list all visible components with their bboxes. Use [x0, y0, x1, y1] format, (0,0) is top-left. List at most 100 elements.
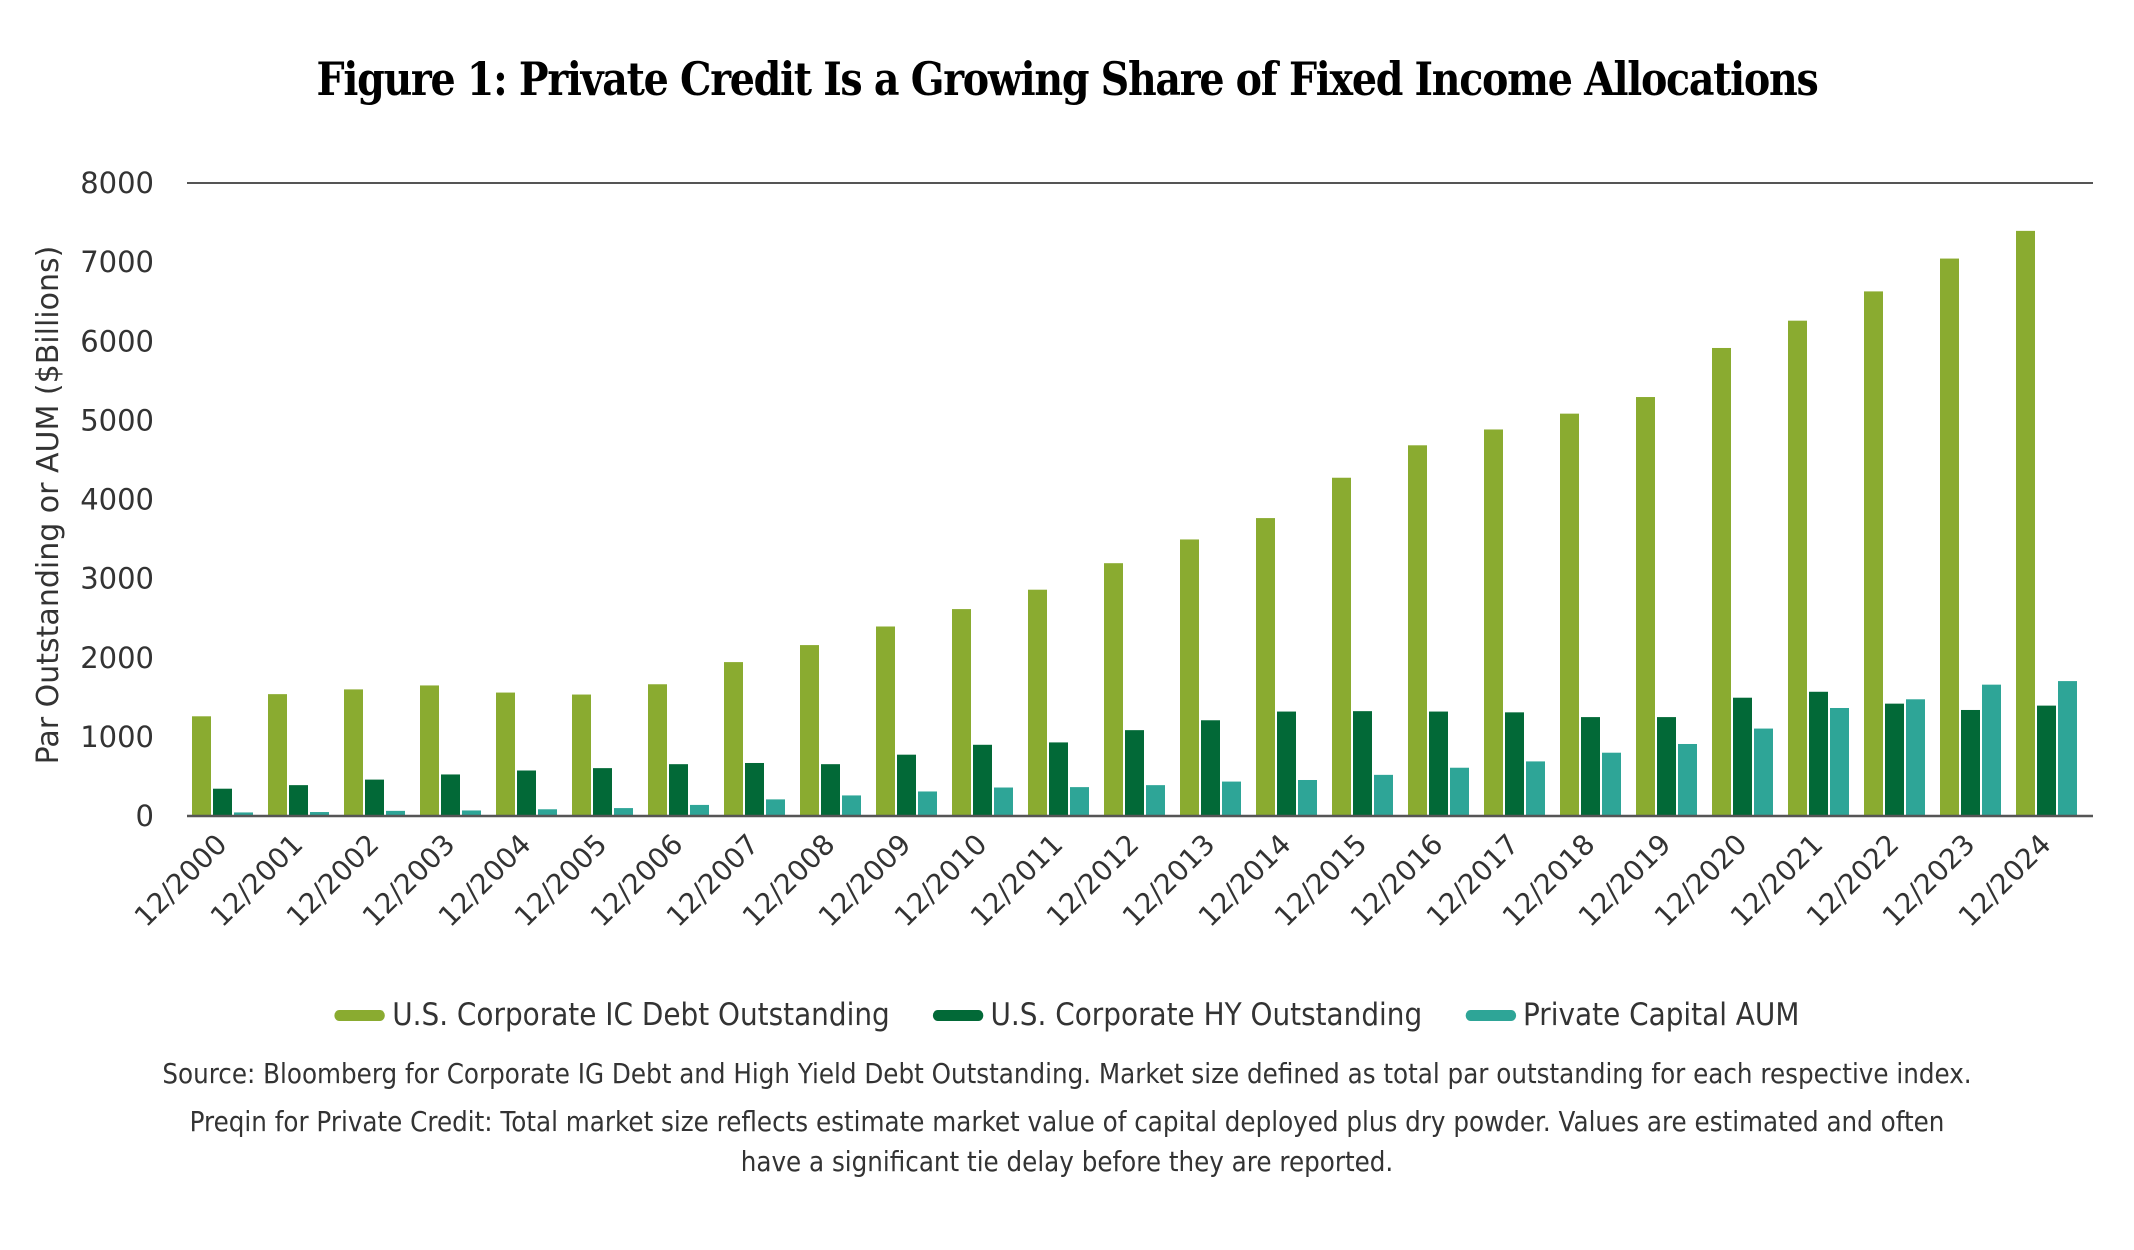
legend-label-hy: U.S. Corporate HY Outstanding	[990, 997, 1423, 1033]
bar-hy-12-2018	[1581, 717, 1600, 816]
bar-pc-12-2009	[918, 791, 937, 816]
bar-ig-12-2009	[876, 626, 895, 816]
bar-hy-12-2020	[1733, 697, 1752, 816]
bar-ig-12-2000	[192, 716, 211, 816]
bar-pc-12-2008	[842, 795, 861, 816]
bar-hy-12-2017	[1505, 712, 1524, 816]
bar-pc-12-2001	[310, 812, 329, 816]
bar-hy-12-2022	[1885, 703, 1904, 816]
chart-title: Figure 1: Private Credit Is a Growing Sh…	[316, 52, 1819, 106]
bar-ig-12-2006	[648, 684, 667, 816]
bar-hy-12-2021	[1809, 691, 1828, 816]
bar-pc-12-2004	[538, 809, 557, 816]
bar-pc-12-2014	[1298, 779, 1317, 816]
bar-hy-12-2023	[1961, 709, 1980, 816]
bar-ig-12-2008	[800, 645, 819, 816]
y-tick-label: 2000	[80, 641, 154, 675]
bar-pc-12-2016	[1450, 767, 1469, 816]
bar-pc-12-2019	[1678, 743, 1697, 816]
bar-pc-12-2013	[1222, 781, 1241, 816]
bar-hy-12-2011	[1049, 742, 1068, 816]
legend-swatch-hy	[932, 1009, 984, 1021]
bar-ig-12-2007	[724, 662, 743, 816]
bar-pc-12-2002	[386, 810, 405, 816]
bar-pc-12-2024	[2058, 681, 2077, 816]
bar-ig-12-2022	[1864, 291, 1883, 816]
bar-ig-12-2004	[496, 692, 515, 816]
legend-swatch-ig	[334, 1009, 385, 1021]
bar-hy-12-2012	[1125, 730, 1144, 816]
bar-pc-12-2020	[1754, 728, 1773, 816]
bar-hy-12-2009	[897, 754, 916, 816]
bar-pc-12-2006	[690, 804, 709, 816]
bar-ig-12-2021	[1788, 320, 1807, 816]
bar-ig-12-2001	[268, 694, 287, 816]
y-tick-label: 3000	[80, 562, 154, 596]
bar-pc-12-2011	[1070, 787, 1089, 816]
bars	[192, 230, 2077, 817]
legend: U.S. Corporate IC Debt Outstanding U.S. …	[107, 997, 2028, 1033]
y-tick-label: 7000	[80, 245, 154, 279]
y-tick-label: 1000	[80, 720, 154, 754]
y-axis: 0 1000 2000 3000 4000 5000 6000 7000 8000	[80, 166, 2093, 833]
bar-ig-12-2010	[952, 609, 971, 816]
bar-ig-12-2017	[1484, 429, 1503, 816]
bar-pc-12-2021	[1830, 707, 1849, 816]
bar-pc-12-2003	[462, 810, 481, 816]
bar-ig-12-2020	[1712, 347, 1731, 816]
bar-ig-12-2005	[572, 694, 591, 816]
bar-ig-12-2023	[1940, 258, 1959, 817]
bar-pc-12-2010	[994, 787, 1013, 816]
y-tick-label: 8000	[80, 166, 154, 200]
x-axis: 12/200012/200112/200212/200312/200412/20…	[128, 814, 2093, 933]
bar-hy-12-2024	[2037, 705, 2056, 816]
bar-pc-12-2000	[234, 812, 253, 816]
bar-hy-12-2013	[1201, 720, 1220, 816]
bar-pc-12-2017	[1526, 761, 1545, 816]
bar-hy-12-2005	[593, 768, 612, 816]
bar-ig-12-2013	[1180, 539, 1199, 816]
bar-pc-12-2023	[1982, 684, 2001, 816]
y-tick-label: 5000	[80, 403, 154, 437]
bar-hy-12-2006	[669, 764, 688, 816]
y-tick-label: 6000	[80, 324, 154, 358]
bar-hy-12-2016	[1429, 711, 1448, 816]
legend-label-ig: U.S. Corporate IC Debt Outstanding	[392, 997, 890, 1033]
bar-ig-12-2024	[2016, 230, 2035, 817]
bar-hy-12-2007	[745, 762, 764, 816]
bar-hy-12-2019	[1657, 717, 1676, 816]
legend-item-ig: U.S. Corporate IC Debt Outstanding	[334, 997, 890, 1033]
bar-ig-12-2016	[1408, 445, 1427, 816]
y-axis-title: Par Outstanding or AUM ($Billions)	[31, 246, 66, 765]
bar-hy-12-2010	[973, 744, 992, 816]
bar-hy-12-2014	[1277, 711, 1296, 816]
bar-ig-12-2003	[420, 685, 439, 816]
bar-hy-12-2004	[517, 770, 536, 816]
y-tick-label: 4000	[80, 483, 154, 517]
bar-hy-12-2002	[365, 779, 384, 816]
bar-ig-12-2019	[1636, 397, 1655, 816]
legend-swatch-pc	[1465, 1009, 1516, 1021]
bar-pc-12-2007	[766, 799, 785, 816]
bar-hy-12-2015	[1353, 711, 1372, 816]
bar-ig-12-2012	[1104, 563, 1123, 816]
bar-hy-12-2008	[821, 764, 840, 816]
legend-label-pc: Private Capital AUM	[1522, 997, 1800, 1033]
source-note-line-2: Preqin for Private Credit: Total market …	[189, 1105, 1945, 1138]
source-note-line-1: Source: Bloomberg for Corporate IG Debt …	[162, 1057, 1972, 1090]
bar-hy-12-2003	[441, 774, 460, 816]
bar-pc-12-2012	[1146, 785, 1165, 816]
bar-pc-12-2005	[614, 808, 633, 816]
bar-pc-12-2018	[1602, 752, 1621, 816]
legend-item-hy: U.S. Corporate HY Outstanding	[932, 997, 1423, 1033]
bar-ig-12-2014	[1256, 518, 1275, 816]
bar-hy-12-2001	[289, 785, 308, 816]
bar-hy-12-2000	[213, 788, 232, 816]
bar-ig-12-2015	[1332, 477, 1351, 816]
legend-item-pc: Private Capital AUM	[1465, 997, 1799, 1033]
bar-ig-12-2011	[1028, 589, 1047, 816]
source-note-line-3: have a significant tie delay before they…	[740, 1145, 1394, 1178]
y-tick-label: 0	[136, 799, 154, 833]
bar-pc-12-2022	[1906, 699, 1925, 816]
bar-ig-12-2018	[1560, 413, 1579, 816]
